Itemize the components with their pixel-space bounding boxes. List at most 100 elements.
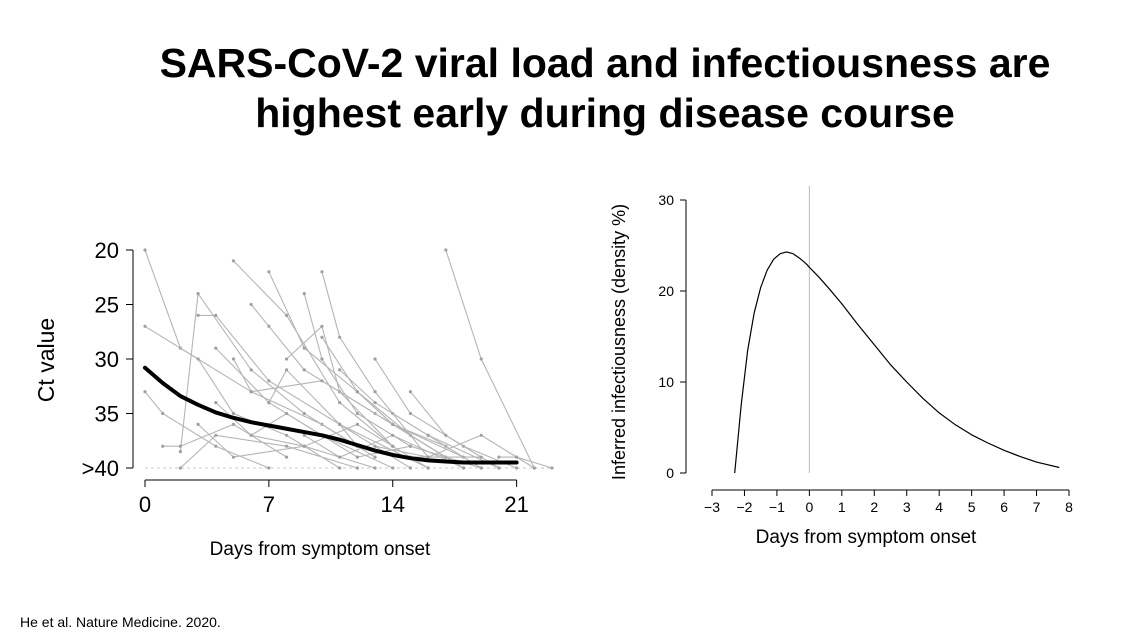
patient-point xyxy=(284,433,289,437)
patient-point xyxy=(355,390,359,394)
patient-point xyxy=(515,466,519,470)
patient-point xyxy=(497,466,501,470)
x-tick-label: 0 xyxy=(139,492,151,517)
patient-point xyxy=(497,455,501,459)
patient-point xyxy=(408,466,413,470)
x-tick-label: 21 xyxy=(504,492,528,517)
x-tick-label: 14 xyxy=(380,492,404,517)
patient-point xyxy=(178,444,182,448)
patient-point xyxy=(143,324,147,328)
patient-trajectory-15 xyxy=(374,358,517,469)
patient-trajectory-18 xyxy=(162,423,287,458)
patient-point xyxy=(391,422,395,426)
patient-point xyxy=(249,302,253,307)
patient-point xyxy=(284,444,289,448)
patient-point xyxy=(267,401,271,405)
patient-point xyxy=(320,324,324,328)
patient-point xyxy=(373,466,377,470)
patient-trajectory-29 xyxy=(374,434,535,469)
patient-point xyxy=(391,444,395,448)
patient-point xyxy=(461,466,466,470)
patient-point xyxy=(479,455,483,459)
patient-point xyxy=(196,292,200,296)
patient-point xyxy=(231,259,236,263)
x-axis-label: Days from symptom onset xyxy=(210,539,431,560)
patient-point xyxy=(267,379,271,383)
slide-title-line-1: SARS-CoV-2 viral load and infectiousness… xyxy=(159,40,1051,86)
patient-point xyxy=(249,433,253,437)
infectiousness-chart: 0 10 20 30 −3 −2 −1 0 1 2 3 4 5 6 7 8 Days from symptom … xyxy=(609,186,1073,548)
patient-point xyxy=(532,466,536,470)
patient-point xyxy=(391,433,395,437)
patient-point xyxy=(231,411,236,416)
patient-point xyxy=(231,357,236,361)
patient-point xyxy=(355,466,359,470)
x-tick-label: 3 xyxy=(903,499,911,515)
patient-point xyxy=(408,390,413,394)
patient-trajectory-28 xyxy=(339,424,482,458)
patient-point xyxy=(249,368,253,372)
patient-point xyxy=(444,433,448,437)
ct-value-chart: 20 25 30 35 >40 0 7 14 21 Days from symptom onset… xyxy=(33,238,554,560)
slide-title: SARS-CoV-2 viral load and infectiousness… xyxy=(0,38,1139,138)
patient-point xyxy=(284,357,289,361)
fitted-mean-curve xyxy=(143,365,519,465)
patient-point xyxy=(143,390,147,394)
y-tick-label: 30 xyxy=(658,192,674,208)
patient-point xyxy=(302,368,306,372)
patient-trajectory-27 xyxy=(180,434,358,469)
patient-point xyxy=(161,411,165,416)
patient-point xyxy=(249,390,253,394)
patient-point xyxy=(355,411,359,416)
patient-point xyxy=(302,292,306,296)
patient-point xyxy=(408,444,413,448)
patient-point xyxy=(515,455,519,459)
patient-point xyxy=(408,411,413,416)
x-tick-label: −1 xyxy=(769,499,785,515)
patient-point xyxy=(214,433,218,437)
patient-point xyxy=(231,422,236,426)
patient-point xyxy=(391,466,395,470)
patient-point xyxy=(373,444,377,448)
patient-point xyxy=(267,324,271,328)
patient-point xyxy=(479,433,483,437)
patient-point xyxy=(214,401,218,405)
x-tick-label: 4 xyxy=(935,499,943,515)
patient-point xyxy=(338,368,342,372)
patient-point xyxy=(338,401,342,405)
patient-point xyxy=(143,248,147,252)
patient-point xyxy=(231,455,236,459)
patient-point xyxy=(196,422,200,426)
patient-trajectory-11 xyxy=(303,293,482,469)
y-tick-label: 35 xyxy=(95,402,119,427)
patient-trajectory-6 xyxy=(233,260,394,447)
patient-point xyxy=(178,450,182,454)
x-axis-label: Days from symptom onset xyxy=(756,527,977,548)
patient-point xyxy=(479,466,483,470)
patient-point xyxy=(426,433,430,437)
x-tick-label: 7 xyxy=(1033,499,1041,515)
y-tick-label: 30 xyxy=(95,347,119,372)
patient-point xyxy=(355,422,359,426)
x-tick-label: −3 xyxy=(704,499,720,515)
patient-point xyxy=(373,390,377,394)
patient-point xyxy=(284,313,289,317)
x-tick-label: 7 xyxy=(263,492,275,517)
patient-point xyxy=(373,455,377,459)
patient-point xyxy=(320,357,324,361)
patient-point xyxy=(267,466,271,470)
patient-point xyxy=(302,444,306,448)
patient-point xyxy=(302,411,306,416)
patient-point xyxy=(196,313,200,317)
patient-point xyxy=(373,401,377,405)
x-tick-label: 8 xyxy=(1065,499,1073,515)
y-tick-label: 20 xyxy=(658,283,674,299)
patient-point xyxy=(444,248,448,252)
y-tick-label: 10 xyxy=(658,374,674,390)
patient-point xyxy=(338,335,342,339)
patient-point xyxy=(338,455,342,459)
x-tick-label: 5 xyxy=(968,499,976,515)
patient-point xyxy=(178,466,182,470)
patient-point xyxy=(320,379,324,383)
patient-point xyxy=(196,357,200,361)
